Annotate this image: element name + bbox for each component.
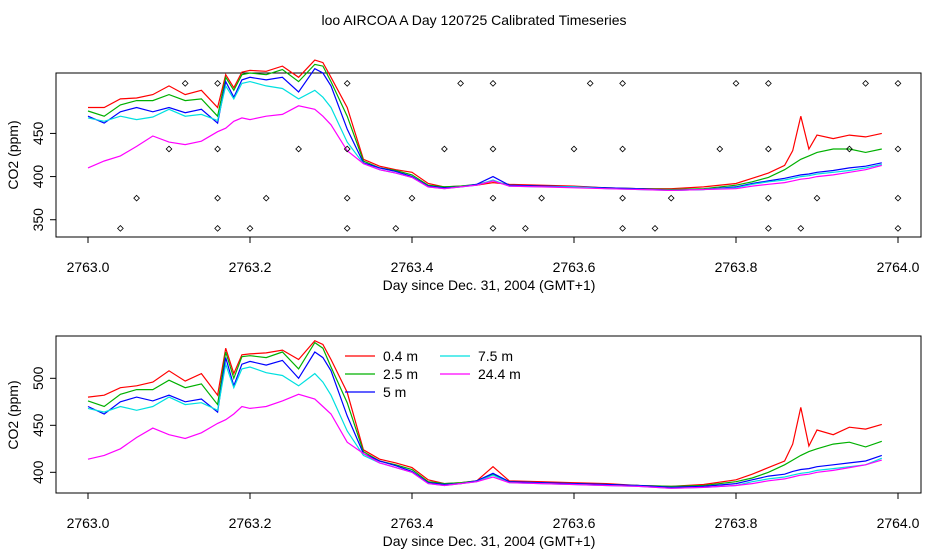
- series-line-0-4-m: [87, 339, 882, 488]
- plot-area-top: 2763.0 2763.2 2763.4 2763.6 2763.8 2764.0 350 4…: [30, 59, 920, 275]
- legend-label: 24.4 m: [478, 366, 521, 382]
- x-tick-label: 2763.6: [553, 515, 596, 531]
- y-tick-label: 400: [30, 460, 46, 484]
- diamond-marker: [894, 194, 902, 202]
- diamond-marker: [214, 79, 221, 87]
- x-tick-label: 2763.0: [67, 515, 110, 531]
- series-line-7-5-m: [87, 80, 882, 192]
- diamond-marker: [586, 79, 594, 87]
- diamond-marker: [862, 79, 869, 87]
- plot-frame-bottom: [55, 335, 922, 494]
- diamond-marker: [392, 225, 400, 232]
- figure-title: loo AIRCOA A Day 120725 Calibrated Times…: [321, 12, 626, 28]
- diamond-marker: [117, 225, 124, 232]
- panel-top: 2763.0 2763.2 2763.4 2763.6 2763.8 2764.0 350 4…: [5, 59, 922, 293]
- series-line-5-m: [87, 351, 882, 489]
- x-tick-label: 2763.4: [391, 515, 434, 531]
- x-tick-label: 2764.0: [877, 515, 920, 531]
- diamond-marker: [619, 194, 626, 202]
- y-tick-label: 350: [30, 208, 46, 232]
- diamond-marker: [651, 225, 659, 232]
- y-tick-label: 400: [30, 165, 46, 189]
- series-line-0-4-m: [88, 59, 882, 190]
- diamond-marker: [408, 194, 416, 202]
- y-tick-label: 500: [30, 366, 46, 390]
- x-tick-label: 2763.2: [229, 515, 272, 531]
- diamond-marker: [894, 225, 902, 232]
- diamond-marker: [343, 225, 351, 232]
- legend-label: 2.5 m: [383, 366, 418, 382]
- y-axis-label-bottom: CO2 (ppm): [5, 380, 21, 449]
- diamond-marker: [343, 194, 351, 202]
- diamond-marker: [894, 145, 902, 153]
- series-line-2-5-m: [87, 341, 882, 488]
- diamond-marker: [489, 225, 497, 232]
- diamond-marker: [765, 194, 772, 202]
- series-line-24-4-m: [87, 105, 882, 192]
- diamond-marker: [214, 194, 221, 202]
- series-line-24-4-m: [87, 393, 882, 489]
- diamond-marker: [765, 145, 772, 153]
- x-tick-label: 2763.2: [229, 259, 272, 275]
- diamond-marker: [489, 79, 497, 87]
- diamond-marker: [619, 79, 626, 87]
- panel-bottom: 2763.0 2763.2 2763.4 2763.6 2763.8 2764.0 400 4…: [5, 335, 922, 549]
- x-tick-label: 2763.6: [553, 259, 596, 275]
- diamond-marker: [522, 225, 529, 232]
- diamond-marker: [441, 145, 448, 153]
- diamond-marker: [489, 145, 497, 153]
- y-tick-label: 450: [30, 413, 46, 437]
- diamond-marker: [246, 225, 254, 232]
- legend-label: 0.4 m: [383, 348, 418, 364]
- x-tick-label: 2763.8: [715, 515, 758, 531]
- x-tick-label: 2763.0: [67, 259, 110, 275]
- diamond-marker: [214, 145, 221, 153]
- diamond-marker: [343, 79, 351, 87]
- x-axis-label-top: Day since Dec. 31, 2004 (GMT+1): [383, 277, 596, 293]
- diamond-marker: [343, 145, 351, 153]
- diamond-marker: [619, 225, 626, 232]
- diamond-marker: [295, 145, 302, 153]
- series-line-5-m: [87, 67, 882, 192]
- diamond-marker: [813, 194, 821, 202]
- y-tick-label: 450: [30, 122, 46, 146]
- diamond-marker: [716, 145, 724, 153]
- x-tick-label: 2764.0: [877, 259, 920, 275]
- plot-frame-top: [55, 72, 922, 238]
- diamond-marker: [765, 79, 772, 87]
- diamond-marker: [797, 225, 805, 232]
- diamond-marker: [262, 194, 270, 202]
- y-axis-label-top: CO2 (ppm): [5, 120, 21, 189]
- diamond-marker: [214, 225, 221, 232]
- diamond-marker: [489, 194, 497, 202]
- series-line-2-5-m: [87, 63, 882, 191]
- diamond-marker: [165, 145, 173, 153]
- diamond-marker: [732, 79, 740, 87]
- legend-label: 5 m: [383, 384, 406, 400]
- x-tick-label: 2763.4: [391, 259, 434, 275]
- diamond-marker: [457, 79, 464, 87]
- x-axis-label-bottom: Day since Dec. 31, 2004 (GMT+1): [383, 533, 596, 549]
- legend: 0.4 m 2.5 m 5 m 7.5 m 24.4 m: [345, 348, 521, 400]
- legend-label: 7.5 m: [478, 348, 513, 364]
- diamond-marker: [619, 145, 626, 153]
- diamond-marker: [894, 79, 902, 87]
- diamond-marker: [133, 194, 140, 202]
- diamond-marker: [570, 145, 578, 153]
- plot-area-bottom: 2763.0 2763.2 2763.4 2763.6 2763.8 2764.0 400 4…: [30, 339, 920, 531]
- diamond-marker: [181, 79, 189, 87]
- x-tick-label: 2763.8: [715, 259, 758, 275]
- diamond-marker: [765, 225, 772, 232]
- diamond-marker: [538, 194, 545, 202]
- diamond-marker: [846, 145, 853, 153]
- diamond-marker: [667, 194, 675, 202]
